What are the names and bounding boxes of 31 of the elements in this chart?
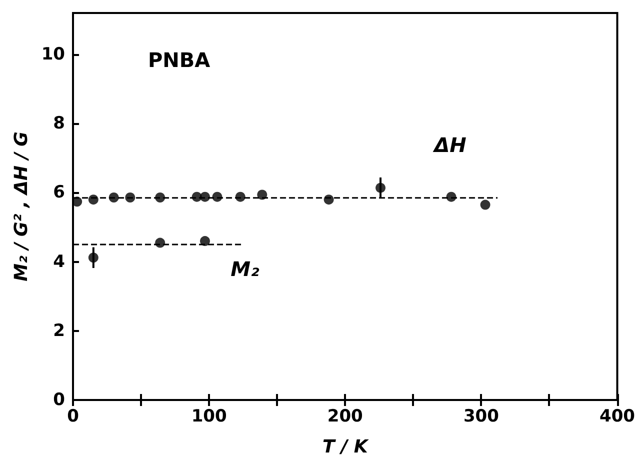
annotation: PNBA <box>148 48 211 72</box>
point <box>200 192 210 202</box>
point <box>108 192 119 203</box>
point <box>125 192 136 203</box>
point <box>88 252 98 263</box>
point <box>235 192 246 202</box>
x-tick-label: 100 <box>191 406 227 426</box>
point <box>257 190 268 200</box>
point <box>446 192 456 202</box>
point <box>212 192 222 202</box>
x-tick-label: 200 <box>327 406 364 426</box>
x-tick-label: 0 <box>67 406 80 426</box>
y-tick-label: 8 <box>53 114 65 134</box>
point <box>88 194 98 205</box>
point <box>155 192 166 203</box>
y-tick-label: 2 <box>53 320 65 341</box>
y-axis-title: M₂ / G² , ΔH / G <box>10 132 32 282</box>
point <box>200 236 210 246</box>
y-tick-label: 6 <box>53 182 65 203</box>
y-tick-label: 4 <box>53 252 66 272</box>
y-tick-label: 0 <box>53 390 66 410</box>
point <box>480 200 490 210</box>
x-axis-title: T / K <box>322 436 370 458</box>
y-tick-label: 10 <box>41 44 66 64</box>
series-label: ΔH <box>432 132 467 157</box>
series-label: M₂ <box>230 257 260 282</box>
x-tick-label: 400 <box>600 406 636 426</box>
point <box>155 238 166 248</box>
point <box>324 194 334 205</box>
x-tick-label: 300 <box>463 406 500 426</box>
point <box>376 182 386 193</box>
